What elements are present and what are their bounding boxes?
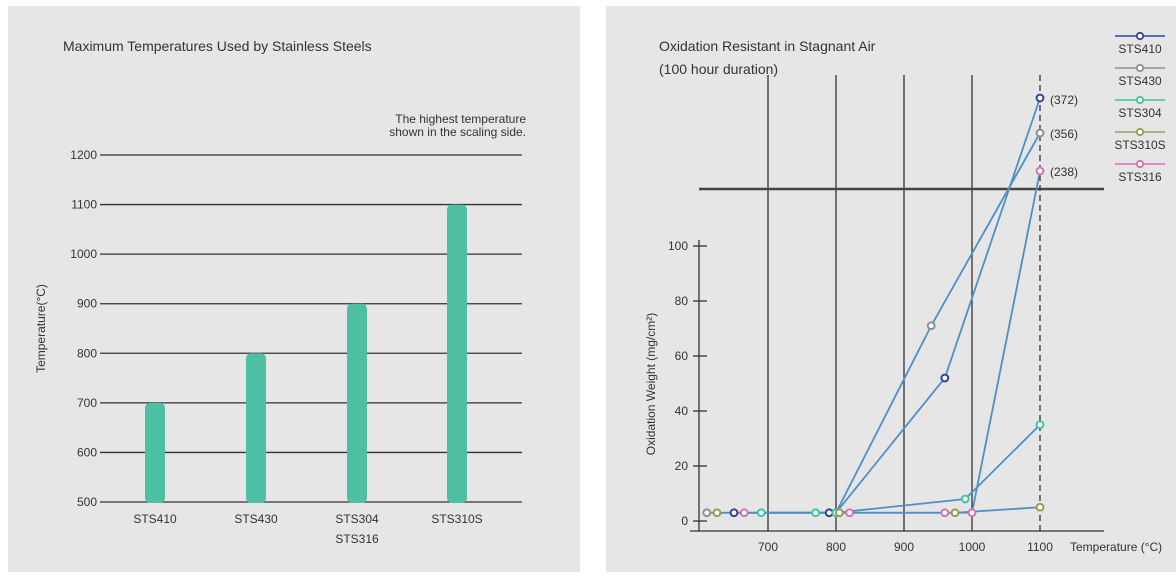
y-tick-label: 20 [675, 459, 689, 473]
bar [347, 303, 367, 503]
chart-title-line: Oxidation Resistant in Stagnant Air [659, 38, 876, 54]
series-line-sts410 [734, 97, 1041, 514]
y-tick-label: 600 [77, 445, 97, 459]
x-axis-label: Temperature (°C) [1070, 540, 1162, 554]
x-tick-label: 900 [894, 540, 914, 554]
annotation-line: shown in the scaling side. [389, 125, 526, 139]
legend-label: STS430 [1118, 74, 1162, 88]
y-tick-label: 1100 [71, 198, 97, 212]
legend-marker [1135, 127, 1145, 137]
y-tick-label: 700 [77, 396, 97, 410]
y-tick-label: 500 [77, 495, 97, 509]
broken-axis-value-label: (356) [1050, 127, 1078, 141]
legend-marker [1135, 63, 1145, 73]
y-axis-label: Temperature(°C) [34, 284, 48, 373]
broken-axis-value-label: (372) [1050, 93, 1078, 107]
bar [145, 402, 165, 503]
data-point [729, 508, 739, 518]
data-point [739, 508, 749, 518]
chart-title-line: (100 hour duration) [659, 61, 778, 77]
data-point [967, 508, 977, 518]
legend-label: STS410 [1118, 42, 1162, 56]
y-axis-label: Oxidation Weight (mg/cm²) [644, 313, 658, 455]
data-point [960, 494, 970, 504]
x-tick-label: STS430 [234, 512, 278, 526]
data-point [824, 508, 834, 518]
y-tick-label: 800 [77, 346, 97, 360]
x-tick-label: 1100 [1027, 540, 1053, 554]
data-point [940, 508, 950, 518]
legend-marker [1135, 95, 1145, 105]
chart-title: Maximum Temperatures Used by Stainless S… [63, 38, 372, 54]
data-point [950, 508, 960, 518]
x-tick-label: STS410 [133, 512, 177, 526]
x-tick-label: STS316 [335, 532, 379, 546]
left-chart-panel [8, 6, 580, 572]
y-tick-label: 0 [681, 514, 688, 528]
x-tick-label: STS310S [431, 512, 482, 526]
broken-axis-value-label: (238) [1050, 165, 1078, 179]
data-point [1035, 420, 1045, 430]
x-tick-label: 800 [826, 540, 846, 554]
legend-label: STS316 [1118, 170, 1162, 184]
data-point [1035, 93, 1045, 103]
data-point [940, 373, 950, 383]
legend-marker [1135, 31, 1145, 41]
x-tick-label: 1000 [959, 540, 986, 554]
data-point [712, 508, 722, 518]
y-tick-label: 1200 [70, 148, 97, 162]
y-tick-label: 60 [675, 349, 689, 363]
y-tick-label: 40 [675, 404, 689, 418]
data-point [702, 508, 712, 518]
y-tick-label: 900 [77, 297, 97, 311]
data-point [1035, 166, 1045, 176]
y-tick-label: 100 [668, 239, 688, 253]
bar [447, 204, 467, 504]
series-line-sts316 [744, 170, 1041, 514]
max-temperature-bar-chart: Maximum Temperatures Used by Stainless S… [34, 38, 526, 546]
data-point [756, 508, 766, 518]
x-tick-label: STS304 [335, 512, 379, 526]
data-point [1035, 502, 1045, 512]
data-point [811, 508, 820, 518]
series-line-sts304 [761, 424, 1041, 514]
y-tick-label: 80 [675, 294, 689, 308]
legend-marker [1135, 159, 1145, 169]
data-point [1035, 128, 1045, 138]
x-tick-label: 700 [758, 540, 778, 554]
right-chart-panel [606, 6, 1176, 572]
bar [246, 353, 266, 503]
legend-label: STS304 [1118, 106, 1162, 120]
y-tick-label: 1000 [70, 247, 97, 261]
data-point [845, 508, 854, 518]
data-point [926, 321, 936, 331]
legend-label: STS310S [1114, 138, 1165, 152]
annotation-line: The highest temperature [395, 112, 526, 126]
data-point [835, 508, 844, 518]
